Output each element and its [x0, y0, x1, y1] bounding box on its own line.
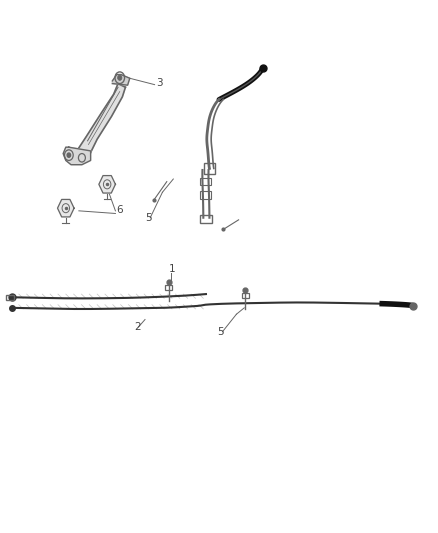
- Text: 3: 3: [156, 78, 162, 88]
- Bar: [200, 178, 211, 185]
- Bar: [6, 295, 14, 300]
- Polygon shape: [113, 75, 130, 85]
- Polygon shape: [63, 147, 91, 165]
- Circle shape: [67, 153, 71, 157]
- Polygon shape: [57, 199, 74, 217]
- Polygon shape: [99, 175, 116, 193]
- Bar: [204, 163, 215, 174]
- Bar: [200, 215, 212, 223]
- Bar: [242, 293, 249, 298]
- Bar: [166, 285, 173, 290]
- Text: 2: 2: [134, 322, 141, 332]
- Bar: [200, 191, 211, 199]
- Text: 1: 1: [169, 264, 176, 274]
- Polygon shape: [78, 84, 125, 152]
- Circle shape: [117, 75, 122, 80]
- Text: 6: 6: [117, 206, 124, 215]
- Text: 5: 5: [145, 213, 152, 223]
- Text: 5: 5: [217, 327, 223, 337]
